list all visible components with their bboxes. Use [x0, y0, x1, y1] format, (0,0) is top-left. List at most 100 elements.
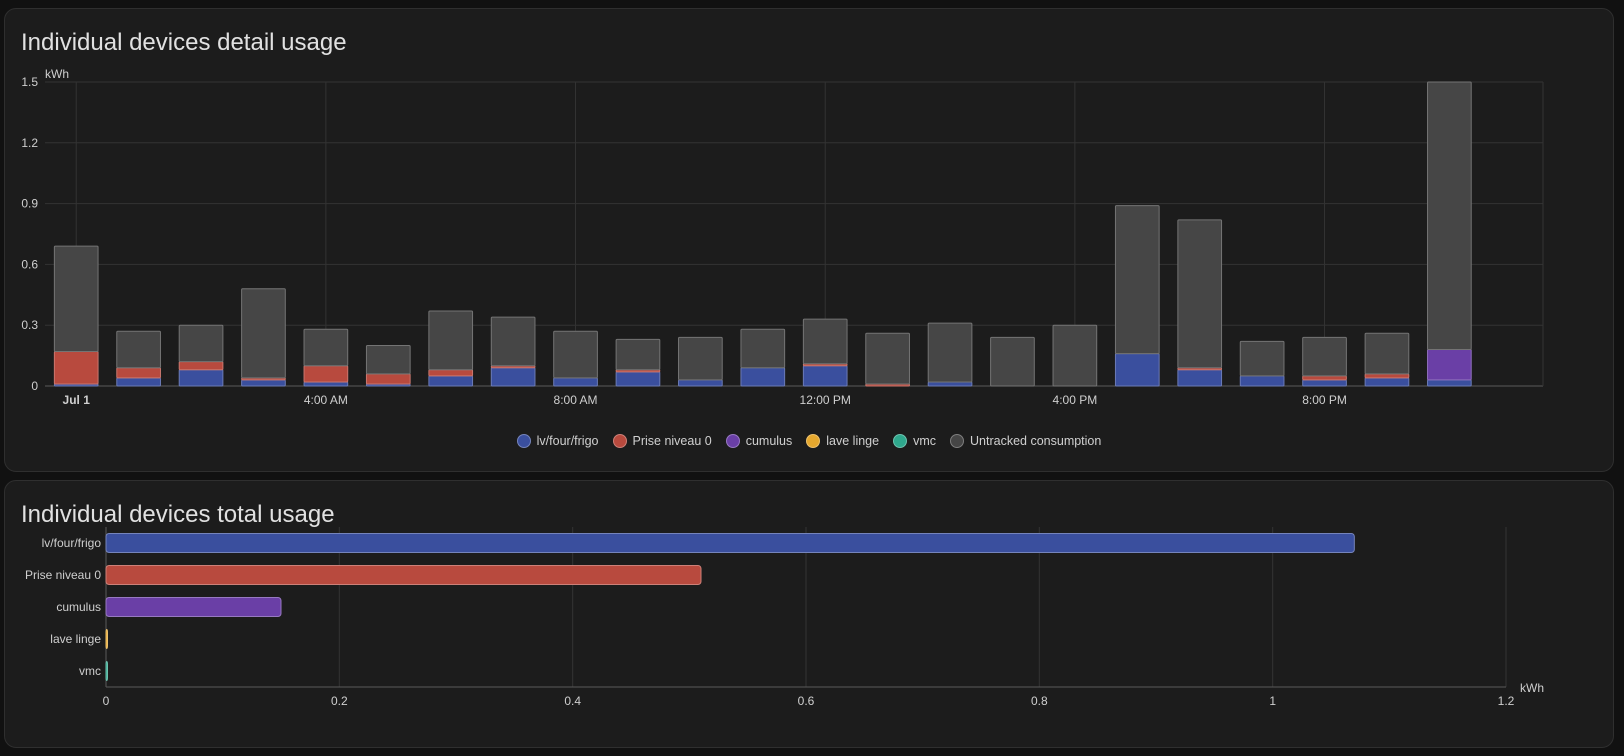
legend-label: lv/four/frigo	[536, 434, 599, 448]
bar-segment[interactable]	[116, 330, 161, 369]
bar-segment[interactable]	[303, 381, 349, 387]
bar-segment[interactable]	[1239, 375, 1285, 387]
x-tick-label: 4:00 PM	[1053, 393, 1098, 407]
bar-segment[interactable]	[1302, 379, 1347, 387]
bar-segment[interactable]	[53, 351, 99, 385]
x-tick-label: 0.6	[798, 694, 815, 708]
bar-segment[interactable]	[178, 361, 224, 371]
y-tick-label: lv/four/frigo	[42, 536, 102, 550]
bar-segment[interactable]	[303, 328, 349, 367]
bar-segment[interactable]	[178, 324, 224, 363]
y-tick-label: 0	[31, 379, 38, 393]
bar-segment[interactable]	[1427, 81, 1472, 351]
y-tick-label: cumulus	[56, 600, 101, 614]
bar-segment[interactable]	[1364, 332, 1410, 375]
x-tick-label: 0.2	[331, 694, 348, 708]
bar-segment[interactable]	[615, 371, 661, 387]
x-tick-label: 0.8	[1031, 694, 1048, 708]
bar-segment[interactable]	[1302, 336, 1347, 377]
total-bar[interactable]	[105, 533, 1355, 553]
legend-swatch	[612, 434, 627, 448]
y-tick-label: lave linge	[50, 632, 101, 646]
bar-segment[interactable]	[740, 367, 786, 387]
x-tick-label: 0.4	[564, 694, 581, 708]
y-tick-label: vmc	[79, 664, 101, 678]
x-tick-label: 8:00 PM	[1302, 393, 1347, 407]
bar-segment[interactable]	[490, 367, 536, 387]
bar-segment[interactable]	[428, 310, 474, 371]
bar-segment[interactable]	[1114, 205, 1160, 355]
bar-segment[interactable]	[1427, 379, 1472, 387]
x-tick-label: 4:00 AM	[304, 393, 348, 407]
y-tick-label: 1.2	[21, 136, 38, 150]
legend-item[interactable]: vmc	[893, 434, 936, 448]
x-tick-label: 0	[103, 694, 110, 708]
bar-segment[interactable]	[303, 365, 349, 383]
bar-segment[interactable]	[740, 328, 786, 369]
legend-item[interactable]: lave linge	[806, 434, 879, 448]
bar-segment[interactable]	[365, 373, 411, 385]
legend-label: vmc	[913, 434, 937, 448]
y-axis-unit: kWh	[45, 67, 69, 81]
detail-usage-card: Individual devices detail usage 0 0.3 0.6 0…	[4, 8, 1614, 472]
bar-segment[interactable]	[802, 318, 848, 365]
bar-segment[interactable]	[1364, 377, 1410, 387]
bar-segment[interactable]	[178, 369, 224, 387]
bar-segment[interactable]	[678, 379, 723, 387]
total-bar[interactable]	[105, 661, 108, 681]
bar-segment[interactable]	[678, 336, 723, 381]
bar-segment[interactable]	[990, 336, 1035, 387]
y-tick-label: Prise niveau 0	[25, 568, 101, 582]
bar-segment[interactable]	[1052, 324, 1098, 387]
total-bar[interactable]	[105, 597, 282, 617]
bar-segment[interactable]	[927, 322, 973, 383]
x-tick-label: 1.2	[1498, 694, 1515, 708]
x-axis-unit: kWh	[1520, 681, 1544, 695]
bar-segment[interactable]	[1177, 219, 1223, 369]
bar-segment[interactable]	[428, 375, 474, 387]
bar-segment[interactable]	[53, 245, 99, 353]
bar-segment[interactable]	[116, 367, 161, 379]
total-usage-card: Individual devices total usage 0 0.2 0.4 0.…	[4, 480, 1614, 748]
legend-item[interactable]: Prise niveau 0	[612, 434, 712, 448]
legend-swatch	[516, 434, 531, 448]
bar-segment[interactable]	[1239, 340, 1285, 377]
y-tick-label: 1.5	[21, 75, 38, 89]
legend-item[interactable]: Untracked consumption	[950, 434, 1101, 448]
bar-segment[interactable]	[116, 377, 161, 387]
bar-segment[interactable]	[1114, 353, 1160, 387]
legend-swatch	[725, 434, 740, 448]
total-bar[interactable]	[105, 629, 108, 649]
x-tick-label: 12:00 PM	[800, 393, 851, 407]
total-usage-chart: 0 0.2 0.4 0.6 0.8 1 1.2 kWh lv/four/frigo Prise n…	[25, 527, 1544, 708]
bar-segment[interactable]	[490, 316, 536, 367]
bar-segment[interactable]	[553, 330, 598, 379]
bar-segment[interactable]	[615, 338, 661, 371]
legend-label: lave linge	[826, 434, 880, 448]
bar-segment[interactable]	[1302, 375, 1347, 381]
detail-usage-chart: 0 0.3 0.6 0.9 1.2 1.5 kWh Jul 1 4:00 AM 8:00 AM 12…	[21, 67, 1544, 407]
bar-segment[interactable]	[865, 332, 910, 385]
x-tick-label: Jul 1	[63, 393, 91, 407]
bar-segment[interactable]	[365, 344, 411, 375]
bar-segment[interactable]	[241, 379, 286, 387]
total-usage-title: Individual devices total usage	[21, 501, 335, 528]
legend-item[interactable]: lv/four/frigo	[516, 434, 599, 448]
bar-segment[interactable]	[802, 365, 848, 387]
bar-segment[interactable]	[1177, 369, 1223, 387]
detail-usage-title: Individual devices detail usage	[21, 29, 347, 56]
legend-swatch	[950, 434, 965, 448]
x-tick-label: 8:00 AM	[554, 393, 598, 407]
bar-segment[interactable]	[927, 381, 973, 387]
detail-usage-legend: lv/four/frigo Prise niveau 0 cumulus lave l…	[5, 434, 1613, 448]
legend-swatch	[893, 434, 908, 448]
y-tick-label: 0.3	[21, 318, 38, 332]
total-bar[interactable]	[105, 565, 702, 585]
legend-label: cumulus	[745, 434, 793, 448]
bar-segment[interactable]	[1364, 373, 1410, 379]
bar-segment[interactable]	[553, 377, 598, 387]
bar-segment[interactable]	[241, 288, 286, 379]
bar-segment[interactable]	[428, 369, 474, 377]
bar-segment[interactable]	[1427, 349, 1472, 381]
legend-item[interactable]: cumulus	[725, 434, 793, 448]
